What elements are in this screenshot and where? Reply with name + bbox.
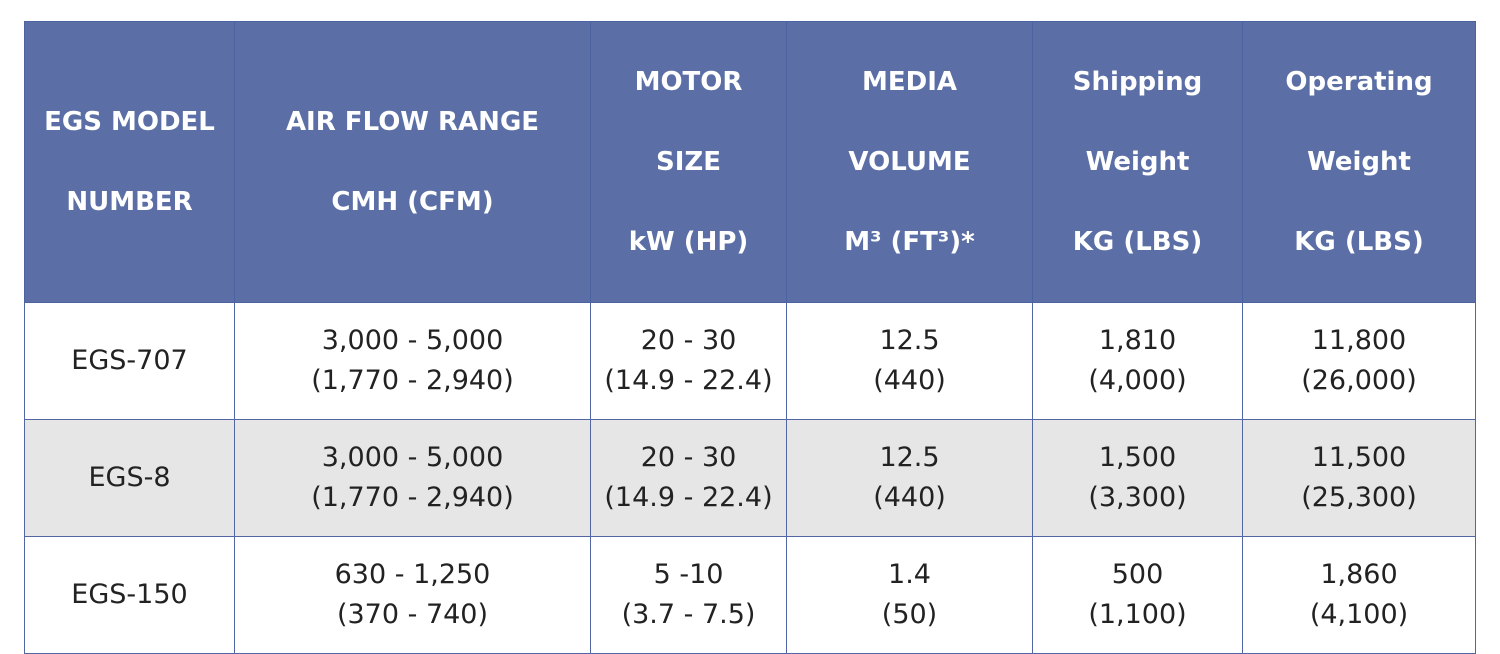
cell-line: (26,000) (1301, 365, 1417, 396)
header-model-number: EGS MODEL NUMBER (24, 21, 235, 303)
header-line: EGS MODEL (44, 107, 215, 137)
cell-line: (370 - 740) (336, 599, 489, 630)
cell-operating-weight: 11,800 (26,000) (1242, 302, 1476, 420)
header-line: M³ (FT³)* (844, 227, 975, 257)
header-line: AIR FLOW RANGE (285, 107, 540, 137)
table-body: EGS-707 3,000 - 5,000 (1,770 - 2,940) 20 … (24, 302, 1476, 654)
specifications-table: EGS MODEL NUMBER AIR FLOW RANGE CMH (CFM… (24, 21, 1476, 654)
cell-line: (440) (873, 365, 946, 396)
cell-line: (3,300) (1088, 482, 1187, 513)
cell-operating-weight: 11,500 (25,300) (1242, 419, 1476, 537)
cell-line: 12.5 (879, 442, 940, 473)
table-header: EGS MODEL NUMBER AIR FLOW RANGE CMH (CFM… (24, 21, 1476, 303)
cell-media-volume: 12.5 (440) (786, 419, 1033, 537)
cell-line: 1,810 (1098, 325, 1177, 356)
header-air-flow-range: AIR FLOW RANGE CMH (CFM) (234, 21, 591, 303)
header-line: Weight (1307, 147, 1411, 177)
cell-line: (14.9 - 22.4) (604, 365, 773, 396)
cell-line: (50) (881, 599, 938, 630)
cell-air-flow: 3,000 - 5,000 (1,770 - 2,940) (234, 302, 591, 420)
cell-line: 12.5 (879, 325, 940, 356)
cell-line: 1,500 (1098, 442, 1177, 473)
cell-line: 500 (1111, 559, 1164, 590)
header-line: KG (LBS) (1294, 227, 1424, 257)
cell-line: (25,300) (1301, 482, 1417, 513)
cell-shipping-weight: 500 (1,100) (1032, 536, 1243, 654)
cell-line: 11,500 (1311, 442, 1407, 473)
header-line: VOLUME (848, 147, 971, 177)
header-line: kW (HP) (628, 227, 749, 257)
cell-shipping-weight: 1,810 (4,000) (1032, 302, 1243, 420)
header-line: CMH (CFM) (331, 187, 494, 217)
cell-line: 1,860 (1320, 559, 1398, 590)
cell-line: 5 -10 (653, 559, 724, 590)
cell-line: 11,800 (1311, 325, 1407, 356)
cell-line: (14.9 - 22.4) (604, 482, 773, 513)
cell-motor-size: 20 - 30 (14.9 - 22.4) (590, 419, 787, 537)
cell-operating-weight: 1,860 (4,100) (1242, 536, 1476, 654)
cell-line: (1,100) (1088, 599, 1187, 630)
header-line: Shipping (1072, 67, 1203, 97)
table-row: EGS-150 630 - 1,250 (370 - 740) 5 -10 (3.7… (24, 536, 1476, 654)
cell-line: 3,000 - 5,000 (321, 325, 504, 356)
cell-shipping-weight: 1,500 (3,300) (1032, 419, 1243, 537)
header-shipping-weight: Shipping Weight KG (LBS) (1032, 21, 1243, 303)
cell-model: EGS-150 (24, 536, 235, 654)
cell-line: 3,000 - 5,000 (321, 442, 504, 473)
cell-motor-size: 20 - 30 (14.9 - 22.4) (590, 302, 787, 420)
cell-motor-size: 5 -10 (3.7 - 7.5) (590, 536, 787, 654)
header-media-volume: MEDIA VOLUME M³ (FT³)* (786, 21, 1033, 303)
cell-line: 20 - 30 (640, 325, 737, 356)
cell-line: (4,100) (1309, 599, 1409, 630)
cell-line: (3.7 - 7.5) (621, 599, 756, 630)
cell-model: EGS-8 (24, 419, 235, 537)
cell-line: (1,770 - 2,940) (311, 365, 514, 396)
header-line: Operating (1285, 67, 1433, 97)
cell-line: 1.4 (888, 559, 931, 590)
cell-media-volume: 1.4 (50) (786, 536, 1033, 654)
header-motor-size: MOTOR SIZE kW (HP) (590, 21, 787, 303)
table-row: EGS-8 3,000 - 5,000 (1,770 - 2,940) 20 - … (24, 419, 1476, 537)
cell-line: (4,000) (1088, 365, 1187, 396)
cell-line: 20 - 30 (640, 442, 737, 473)
cell-line: EGS-707 (71, 345, 188, 376)
cell-line: (440) (873, 482, 946, 513)
cell-line: EGS-8 (88, 462, 171, 493)
header-line: MOTOR (634, 67, 743, 97)
cell-line: 630 - 1,250 (334, 559, 491, 590)
cell-air-flow: 3,000 - 5,000 (1,770 - 2,940) (234, 419, 591, 537)
header-operating-weight: Operating Weight KG (LBS) (1242, 21, 1476, 303)
cell-line: EGS-150 (71, 579, 188, 610)
cell-line: (1,770 - 2,940) (311, 482, 514, 513)
header-line: NUMBER (66, 187, 193, 217)
header-line: KG (LBS) (1072, 227, 1203, 257)
header-line: MEDIA (861, 67, 957, 97)
header-row: EGS MODEL NUMBER AIR FLOW RANGE CMH (CFM… (24, 21, 1476, 303)
cell-air-flow: 630 - 1,250 (370 - 740) (234, 536, 591, 654)
cell-media-volume: 12.5 (440) (786, 302, 1033, 420)
table-row: EGS-707 3,000 - 5,000 (1,770 - 2,940) 20 … (24, 302, 1476, 420)
cell-model: EGS-707 (24, 302, 235, 420)
header-line: SIZE (655, 147, 721, 177)
header-line: Weight (1085, 147, 1190, 177)
